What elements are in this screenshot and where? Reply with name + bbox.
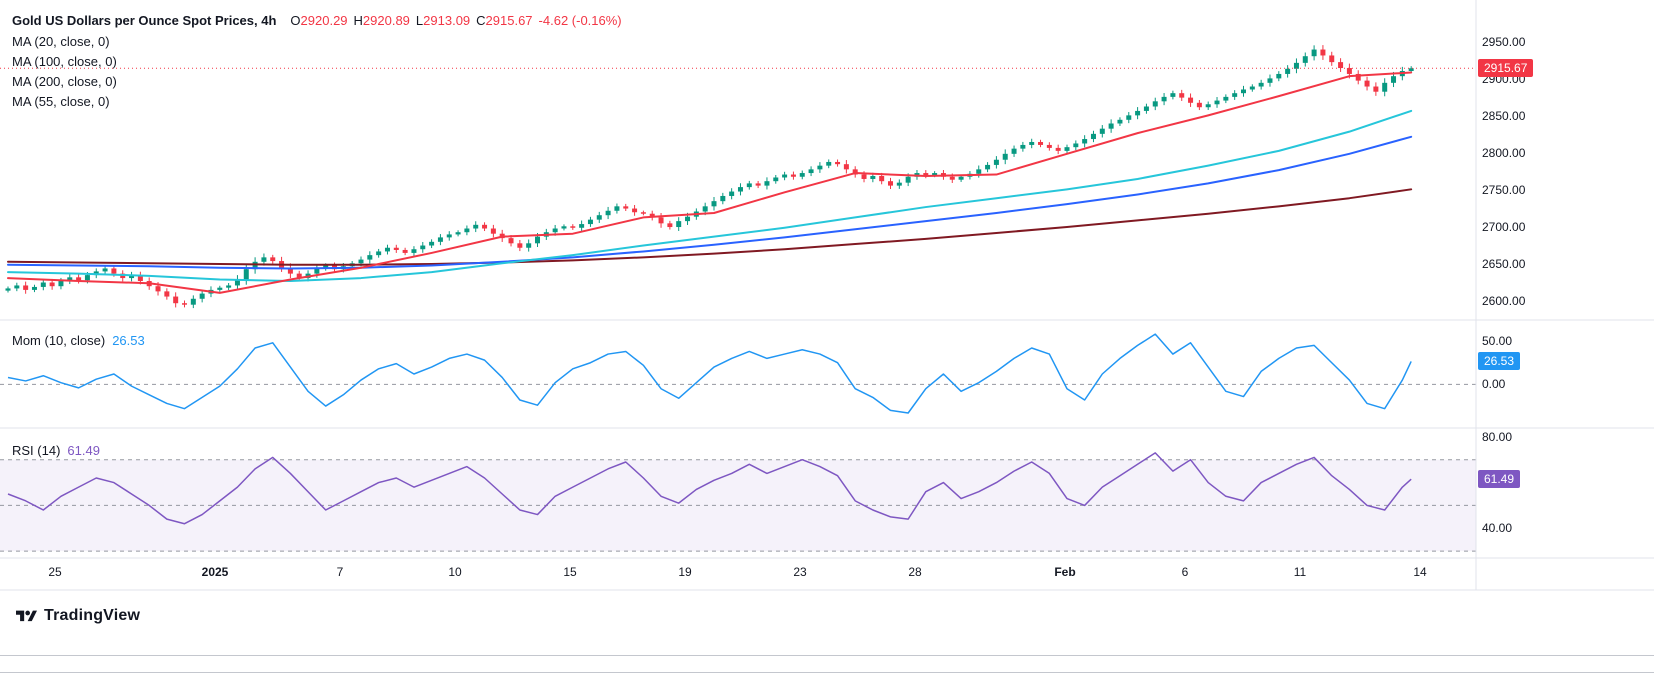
close-label: C [476, 13, 486, 28]
brand-text: TradingView [44, 607, 141, 624]
rsi-label: RSI (14) [12, 443, 61, 458]
time-tick: 23 [793, 565, 807, 579]
ma-20-legend[interactable]: MA (20, close, 0) [12, 34, 110, 49]
time-tick: 25 [48, 565, 62, 579]
momentum-value: 26.53 [112, 333, 145, 348]
ma-200-legend[interactable]: MA (200, close, 0) [12, 74, 117, 89]
momentum-legend[interactable]: Mom (10, close) 26.53 [12, 331, 145, 351]
momentum-tick: 0.00 [1482, 377, 1506, 391]
price-tick: 2750.00 [1482, 183, 1526, 197]
chart-legend: Gold US Dollars per Ounce Spot Prices, 4… [12, 10, 622, 112]
bottom-bar [0, 655, 1654, 673]
low-value: 2913.09 [423, 13, 471, 28]
time-tick: 19 [678, 565, 692, 579]
price-tick: 2950.00 [1482, 35, 1526, 49]
time-axis[interactable]: 25 2025 7 10 15 19 23 28 Feb 6 11 14 [0, 558, 1654, 590]
momentum-value-badge: 26.53 [1478, 352, 1521, 370]
rsi-value: 61.49 [67, 443, 100, 458]
high-value: 2920.89 [362, 13, 410, 28]
symbol-legend-row[interactable]: Gold US Dollars per Ounce Spot Prices, 4… [12, 10, 622, 32]
time-tick: Feb [1054, 565, 1076, 579]
rsi-tick: 80.00 [1482, 430, 1513, 444]
price-tick: 2700.00 [1482, 220, 1526, 234]
time-tick: 15 [563, 565, 577, 579]
time-tick: 11 [1293, 565, 1307, 579]
momentum-tick: 50.00 [1482, 334, 1513, 348]
price-tick: 2800.00 [1482, 146, 1526, 160]
momentum-label: Mom (10, close) [12, 333, 106, 348]
last-price-badge: 2915.67 [1478, 59, 1534, 77]
price-tick: 2650.00 [1482, 257, 1526, 271]
open-label: O [290, 13, 301, 28]
time-tick: 2025 [201, 565, 229, 579]
chart-plot-area[interactable] [0, 0, 1654, 592]
rsi-value-badge: 61.49 [1478, 470, 1521, 488]
open-value: 2920.29 [300, 13, 348, 28]
tradingview-logo-icon [16, 610, 37, 621]
high-label: H [353, 13, 363, 28]
close-value: 2915.67 [485, 13, 533, 28]
ma-55-legend[interactable]: MA (55, close, 0) [12, 94, 110, 109]
time-tick: 10 [448, 565, 462, 579]
price-tick: 2600.00 [1482, 294, 1526, 308]
low-label: L [415, 13, 424, 28]
symbol-title[interactable]: Gold US Dollars per Ounce Spot Prices, 4… [12, 13, 277, 28]
ma-100-legend[interactable]: MA (100, close, 0) [12, 54, 117, 69]
tradingview-logo[interactable]: TradingView [16, 601, 140, 631]
time-tick: 14 [1413, 565, 1427, 579]
rsi-tick: 40.00 [1482, 521, 1513, 535]
time-tick: 28 [908, 565, 922, 579]
time-tick: 7 [336, 565, 344, 579]
price-tick: 2850.00 [1482, 109, 1526, 123]
rsi-legend[interactable]: RSI (14) 61.49 [12, 441, 100, 461]
time-tick: 6 [1181, 565, 1189, 579]
change-value: -4.62 (-0.16%) [538, 13, 622, 28]
ohlc-values: O2920.29 H2920.89 L2913.09 C2915.67 -4.62 (-… [284, 13, 621, 28]
